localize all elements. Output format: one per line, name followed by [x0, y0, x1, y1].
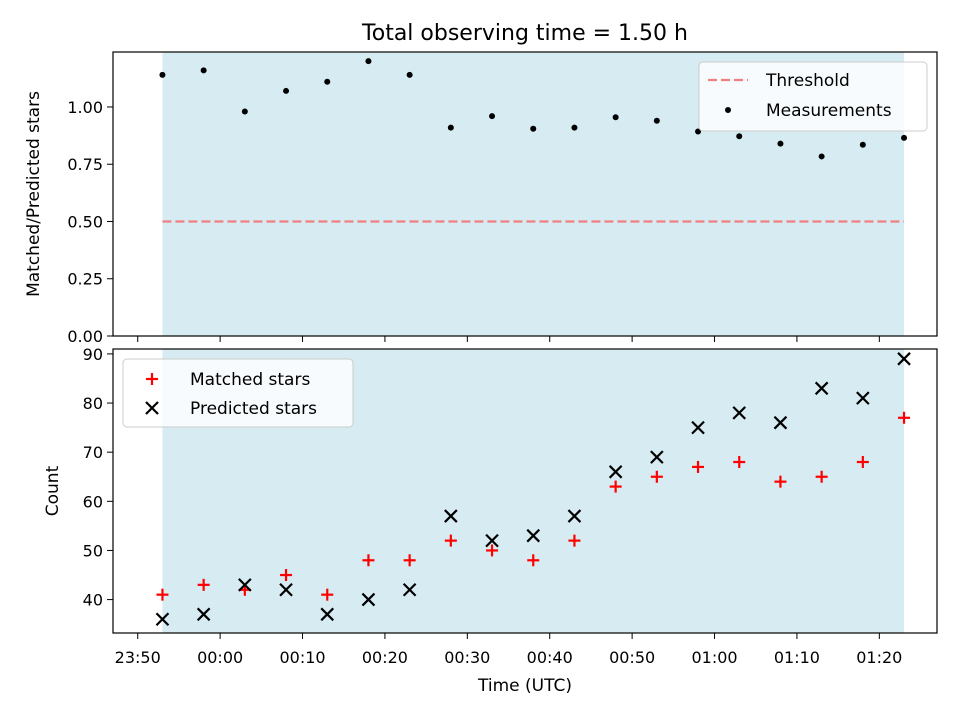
measurement-point	[859, 141, 866, 148]
matched-star-point	[815, 470, 828, 483]
measurement-point	[901, 134, 908, 141]
matched-star-point	[898, 411, 911, 424]
x-tick-label: 01:00	[691, 648, 737, 667]
measurement-point	[612, 114, 619, 121]
measurement-point	[365, 58, 372, 65]
predicted-star-point	[897, 352, 911, 366]
predicted-star-point	[732, 406, 747, 420]
predicted-legend-label: Predicted stars	[190, 399, 317, 419]
axes-frame	[112, 348, 938, 634]
y-tick-label: 1.00	[67, 98, 103, 117]
measurement-point	[283, 87, 290, 94]
measurement-point	[241, 108, 248, 115]
matched-star-point	[733, 456, 746, 469]
matched-star-point	[609, 480, 622, 493]
measurement-point	[818, 153, 825, 160]
measurement-point	[159, 71, 166, 78]
predicted-star-point	[279, 582, 293, 597]
matched-star-point	[362, 554, 375, 567]
matched-legend-label: Matched stars	[190, 370, 310, 390]
measurement-point	[653, 117, 660, 124]
matched-star-point	[692, 460, 705, 473]
matched-star-point	[444, 534, 457, 547]
y-tick-label: 60	[83, 492, 103, 511]
x-tick-label: 23:50	[115, 648, 161, 667]
bottom-legend-box	[122, 358, 354, 428]
measurement-point	[324, 78, 331, 85]
x-tick-label: 01:10	[774, 648, 820, 667]
top-legend-box	[698, 61, 928, 132]
axes-frame	[112, 51, 938, 337]
measurement-point	[489, 113, 496, 120]
top-ylabel: Matched/Predicted stars	[24, 91, 44, 297]
bottom-ylabel: Count	[43, 465, 63, 516]
y-tick-label: 90	[83, 345, 103, 364]
matched-legend-swatch	[146, 373, 158, 385]
matched-star-point	[403, 554, 416, 567]
y-tick-label: 0.00	[67, 327, 103, 346]
matched-star-point	[568, 534, 581, 547]
predicted-star-point	[691, 420, 705, 435]
measurement-point	[530, 125, 537, 132]
y-tick-label: 0.75	[67, 155, 103, 174]
threshold-legend-label: Threshold	[765, 71, 850, 91]
predicted-star-point	[773, 415, 788, 430]
y-tick-label: 40	[83, 591, 103, 610]
bottom-legend: Matched stars Predicted stars	[122, 358, 354, 428]
x-tick-label: 00:20	[362, 648, 408, 667]
y-tick-label: 70	[83, 443, 103, 462]
bottom-xlabel: Time (UTC)	[477, 676, 572, 696]
predicted-star-point	[814, 381, 829, 396]
predicted-star-point	[650, 450, 664, 464]
measurement-point	[571, 124, 578, 131]
y-tick-label: 80	[83, 394, 103, 413]
matched-star-point	[321, 588, 334, 601]
matched-star-point	[280, 569, 293, 582]
x-tick-label: 00:30	[444, 648, 490, 667]
measurement-point	[447, 124, 454, 131]
measurement-point	[695, 128, 702, 135]
x-tick-label: 00:00	[197, 648, 243, 667]
x-tick-label: 00:40	[527, 648, 573, 667]
matched-star-point	[856, 456, 869, 469]
matched-star-point	[197, 578, 210, 591]
predicted-star-point	[485, 533, 499, 548]
matched-star-point	[527, 554, 540, 567]
y-tick-label: 0.50	[67, 212, 103, 231]
measurement-legend-label: Measurements	[766, 101, 892, 121]
predicted-star-point	[238, 578, 252, 592]
predicted-star-point	[856, 391, 870, 405]
predicted-star-point	[320, 607, 335, 622]
matched-star-point	[156, 588, 169, 601]
matched-star-point	[486, 544, 499, 557]
predicted-star-point	[361, 592, 376, 607]
x-tick-label: 01:20	[856, 648, 902, 667]
measurement-point	[736, 133, 743, 140]
predicted-legend-swatch	[145, 401, 159, 415]
top-panel: 0.00 0.25 0.50 0.75 1.00 Threshold Measurement…	[67, 51, 938, 346]
measurement-point	[406, 71, 413, 78]
predicted-star-point	[608, 465, 623, 479]
matched-star-point	[774, 475, 787, 488]
measurement-legend-swatch	[725, 107, 731, 113]
predicted-star-point	[402, 582, 417, 597]
top-legend: Threshold Measurements	[698, 61, 928, 132]
matched-star-point	[650, 470, 663, 483]
measurement-point	[777, 140, 784, 147]
measurement-point	[200, 67, 207, 74]
predicted-star-point	[155, 612, 170, 627]
chart-title: Total observing time = 1.50 h	[361, 21, 688, 46]
predicted-star-point	[444, 509, 458, 523]
x-tick-label: 00:10	[279, 648, 325, 667]
x-tick-label: 00:50	[609, 648, 655, 667]
predicted-star-point	[567, 509, 582, 523]
y-tick-label: 50	[83, 541, 103, 560]
y-tick-label: 0.25	[67, 270, 103, 289]
bottom-panel: 40 50 60 70 80 90 23:50 00:00 00:10 00:20 00:30 00:…	[83, 345, 938, 667]
predicted-star-point	[196, 607, 211, 622]
predicted-star-point	[526, 528, 541, 543]
